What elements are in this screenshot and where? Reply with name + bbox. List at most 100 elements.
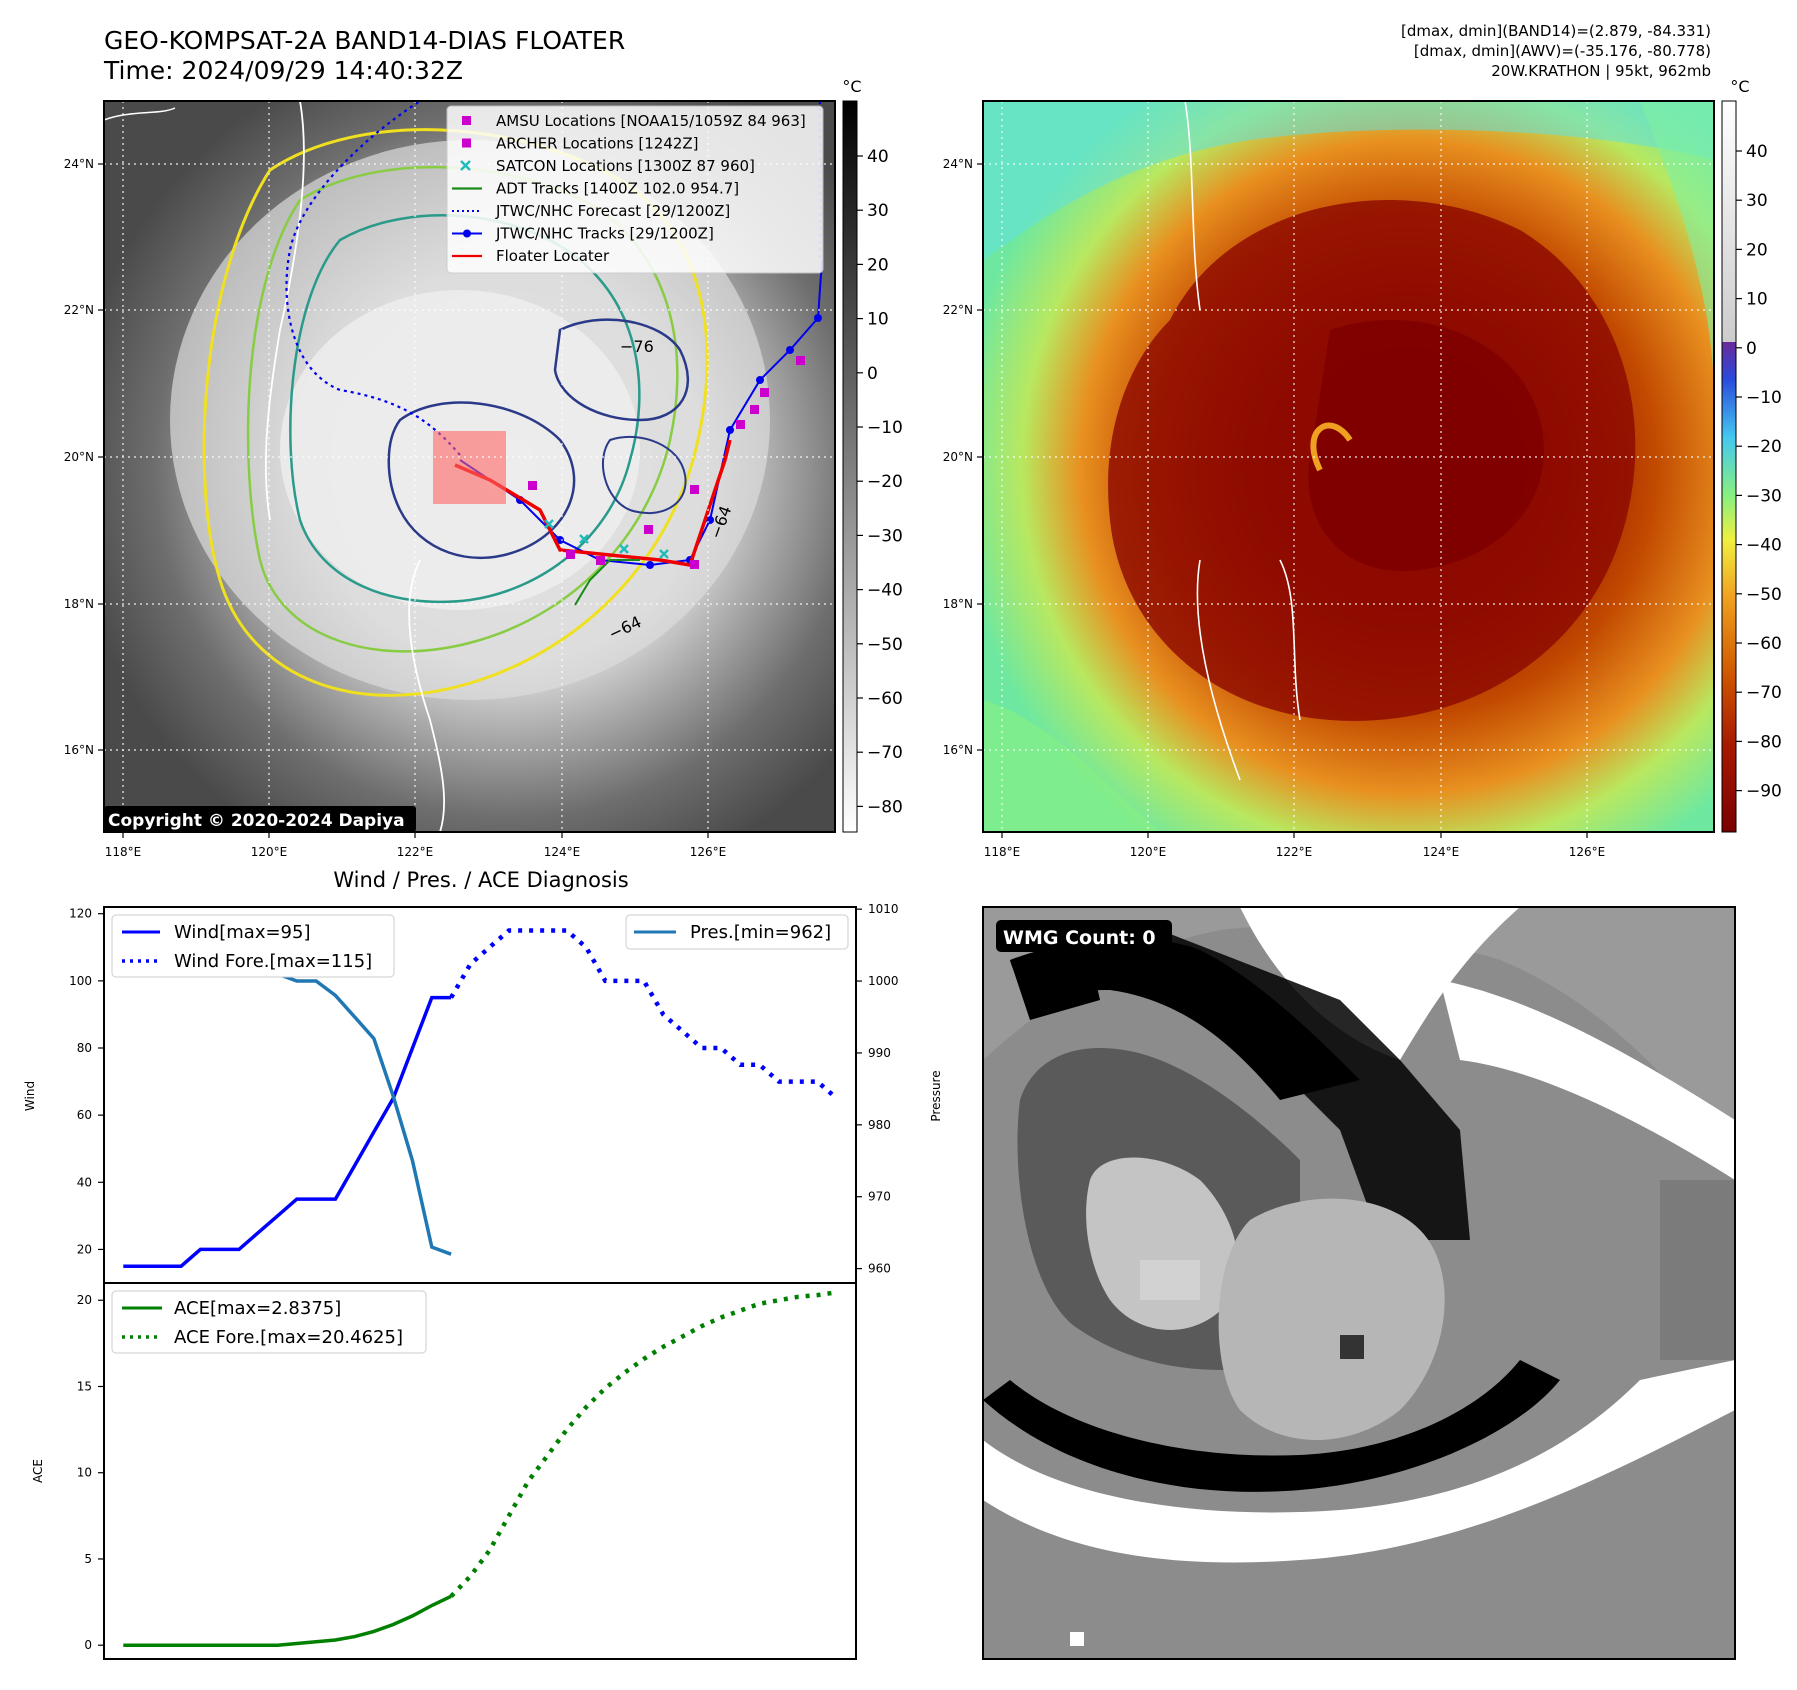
wmg-count-label: WMG Count: 0 [1003,927,1156,949]
legend-ace-fore: ACE Fore.[max=20.4625] [174,1327,403,1348]
chart-title: Wind / Pres. / ACE Diagnosis [333,868,628,892]
lat-tick-label: 18°N [64,597,94,611]
colorbar-tick-label: −60 [867,689,903,709]
colorbar-tick-label: −40 [1746,536,1782,556]
ace-tick-label: 10 [77,1466,92,1480]
lon-tick-label: 124°E [1423,845,1460,859]
colorbar-tick-label: −40 [867,581,903,601]
wmg-panel: WMG Count: 0 [982,906,1736,1660]
series-line [449,928,839,1101]
ace-tick-label: 5 [84,1552,92,1566]
colorbar-tick-label: −80 [1746,732,1782,752]
wind-tick-label: 80 [77,1041,92,1055]
info-storm-summary: 20W.KRATHON | 95kt, 962mb [1491,62,1711,80]
legend-marker [460,160,471,171]
lon-tick-label: 126°E [690,845,727,859]
colorbar-tick-label: 40 [1746,142,1768,162]
legend-marker [462,138,471,148]
lon-tick-label: 122°E [1276,845,1313,859]
wind-tick-label: 60 [77,1108,92,1122]
awv-map-panel [982,100,1715,833]
colorbar-tick-label: 0 [867,364,878,384]
colorbar-tick-label: −20 [1746,437,1782,457]
colorbar-tick-label: −10 [867,418,903,438]
lon-tick-label: 120°E [251,845,288,859]
ace-tick-label: 0 [84,1638,92,1652]
wind-tick-label: 40 [77,1175,92,1189]
colorbar-tick-label: −50 [1746,585,1782,605]
legend-marker [462,116,471,125]
lon-tick-label: 122°E [397,845,434,859]
ace-chart: 20 15 10 5 0 ACE ACE[max=2.8375] ACE Fore.[m… [31,1282,857,1660]
colorbar-tick-label: −80 [867,797,903,817]
wind-pressure-chart: 120 100 80 60 40 20 1010 1000 990 980 970 960 Wind… [23,902,943,1284]
legend-label: JTWC/NHC Tracks [29/1200Z] [495,225,714,243]
lat-tick-label: 18°N [943,597,973,611]
lat-tick-label: 20°N [64,450,94,464]
awv-colorbar: °C 40 30 20 10 0 −10 −20 −30 −40 −50 −60 −70 −80 −90 [1721,77,1782,833]
series-line [449,1290,838,1598]
colorbar-tick-label: −10 [1746,388,1782,408]
colorbar-unit: °C [842,77,861,96]
colorbar-tick-label: 40 [867,147,889,167]
wind-legend [111,914,395,978]
legend-label: SATCON Locations [1300Z 87 960] [496,157,755,175]
lat-tick-label: 20°N [943,450,973,464]
lat-tick-label: 22°N [943,303,973,317]
legend-marker [463,229,471,238]
info-awv-range: [dmax, dmin](AWV)=(-35.176, -80.778) [1413,42,1711,60]
colorbar-tick-label: 30 [867,201,889,221]
wind-tick-label: 20 [77,1242,92,1256]
legend-label: JTWC/NHC Forecast [29/1200Z] [495,202,730,220]
colorbar-tick-label: −20 [867,472,903,492]
colorbar-tick-label: 20 [867,255,889,275]
legend-wind-fore: Wind Fore.[max=115] [174,951,372,972]
map-legend: AMSU Locations [NOAA15/1059Z 84 963] ARCH… [446,105,824,274]
lat-tick-label: 22°N [64,303,94,317]
lon-tick-label: 118°E [984,845,1021,859]
colorbar-tick-label: 20 [1746,240,1768,260]
colorbar-tick-label: −70 [1746,683,1782,703]
pressure-tick-label: 970 [868,1190,891,1204]
wind-axis-label: Wind [23,1081,37,1111]
legend-label: ARCHER Locations [1242Z] [496,135,699,153]
lat-tick-label: 16°N [943,743,973,757]
lon-tick-label: 126°E [1569,845,1606,859]
pressure-tick-label: 980 [868,1118,891,1132]
info-band14-range: [dmax, dmin](BAND14)=(2.879, -84.331) [1400,22,1711,40]
pressure-tick-label: 960 [868,1262,891,1276]
colorbar-tick-label: 0 [1746,339,1757,359]
ir-colorbar: °C 40 30 20 10 0 −10 −20 −30 −40 −50 −60 −70 −80 [842,77,903,833]
series-line [123,1594,452,1647]
contour-label: −76 [620,337,654,356]
colorbar-tick-label: −60 [1746,634,1782,654]
pressure-tick-label: 1010 [868,902,899,916]
legend-wind: Wind[max=95] [174,922,311,943]
colorbar-tick-label: −70 [867,743,903,763]
lat-tick-label: 16°N [64,743,94,757]
copyright-text: Copyright © 2020-2024 Dapiya [108,811,405,831]
colorbar-unit: °C [1730,77,1749,96]
colorbar-tick-label: −30 [867,526,903,546]
ace-tick-label: 15 [77,1379,92,1393]
lon-tick-label: 118°E [105,845,142,859]
lon-tick-label: 124°E [544,845,581,859]
colorbar-tick-label: −50 [867,635,903,655]
legend-label: Floater Locater [496,247,610,265]
lon-tick-label: 120°E [1130,845,1167,859]
colorbar-tick-label: −30 [1746,486,1782,506]
figure-time: Time: 2024/09/29 14:40:32Z [104,56,463,85]
wind-tick-label: 100 [69,974,92,988]
figure-title: GEO-KOMPSAT-2A BAND14-DIAS FLOATER [104,26,626,55]
wind-tick-label: 120 [69,907,92,921]
lat-tick-label: 24°N [943,157,973,171]
ace-tick-label: 20 [77,1293,92,1307]
legend-label: AMSU Locations [NOAA15/1059Z 84 963] [496,112,806,130]
pressure-tick-label: 1000 [868,974,899,988]
colorbar-tick-label: 30 [1746,191,1768,211]
pressure-tick-label: 990 [868,1046,891,1060]
legend-pressure: Pres.[min=962] [690,922,831,943]
colorbar-tick-label: 10 [867,310,889,330]
legend-ace: ACE[max=2.8375] [174,1298,341,1319]
